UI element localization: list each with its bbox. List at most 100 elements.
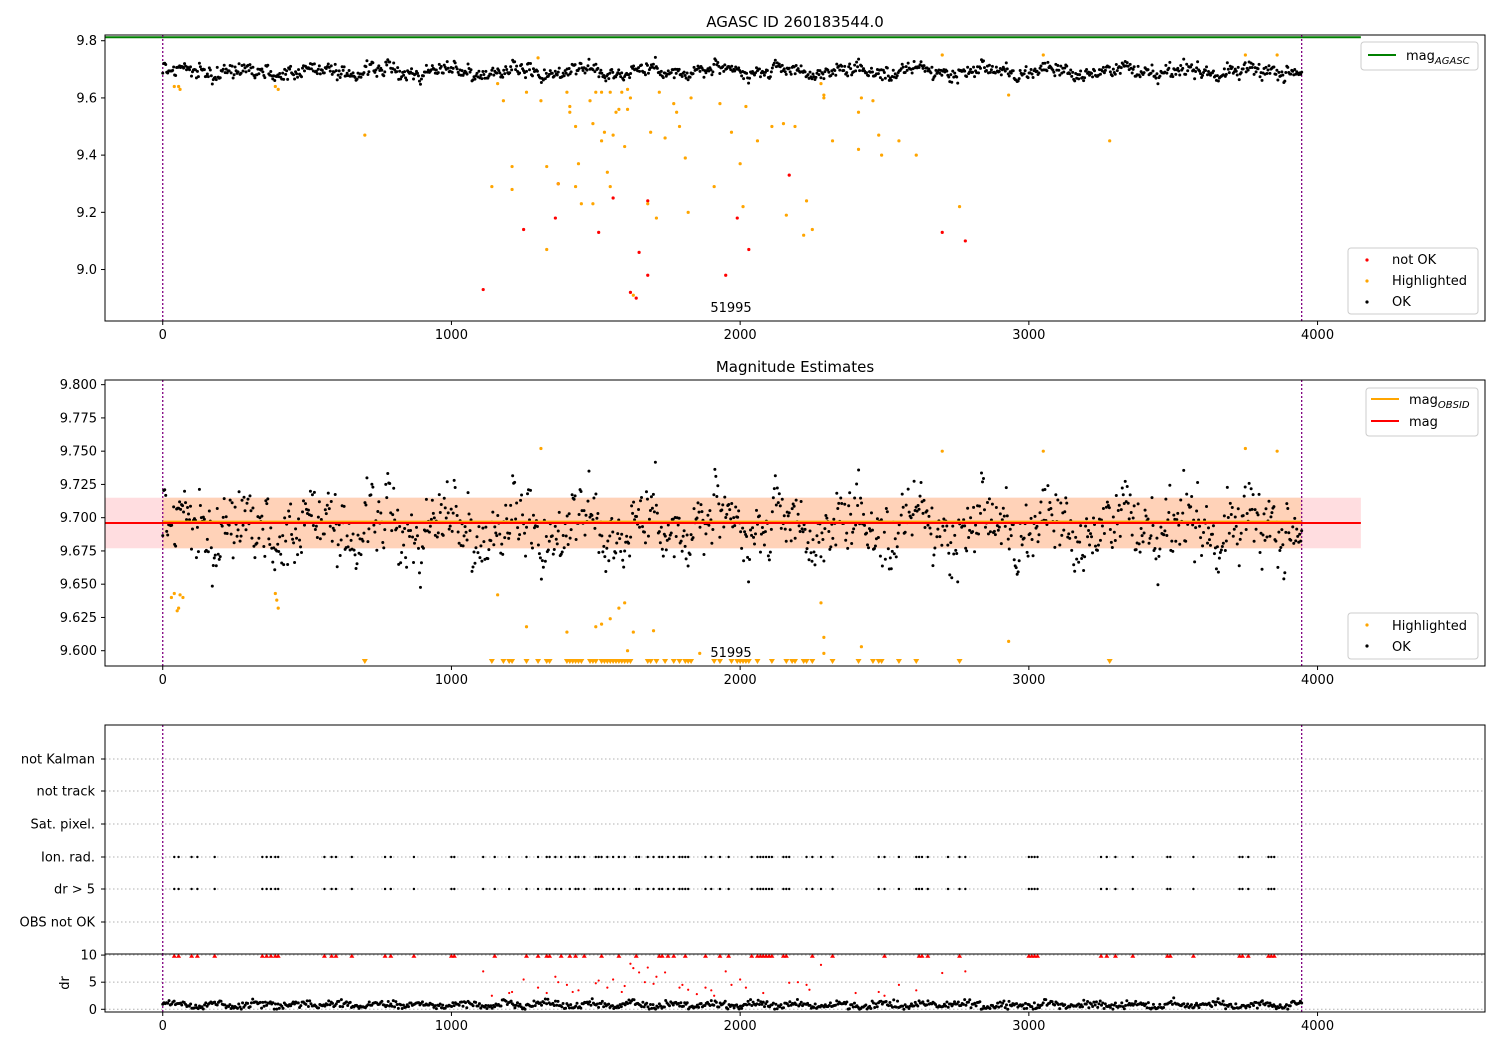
ok-point bbox=[922, 64, 926, 68]
ok-point bbox=[1009, 534, 1013, 538]
ok-point bbox=[1022, 536, 1026, 540]
dr-point bbox=[238, 1005, 242, 1009]
ok-point bbox=[308, 489, 312, 493]
ok-point bbox=[424, 63, 428, 67]
flag-marker bbox=[1030, 855, 1033, 859]
ok-point bbox=[455, 514, 459, 518]
ok-point bbox=[404, 556, 408, 560]
ok-point bbox=[1065, 501, 1069, 505]
ok-point bbox=[724, 516, 728, 520]
dr-point bbox=[394, 1000, 398, 1004]
flag-marker bbox=[660, 887, 664, 891]
ok-point bbox=[469, 68, 473, 72]
ok-point bbox=[605, 546, 609, 550]
ok-point bbox=[757, 514, 761, 518]
ok-point bbox=[249, 509, 253, 513]
ok-point bbox=[1062, 528, 1066, 532]
ok-point bbox=[1100, 69, 1104, 73]
ok-point bbox=[1217, 556, 1221, 560]
dr-point bbox=[513, 1006, 517, 1010]
ok-point bbox=[677, 516, 681, 520]
dr-point bbox=[999, 1004, 1003, 1008]
ok-point bbox=[495, 71, 499, 75]
dr-point bbox=[277, 1006, 281, 1010]
dr-clipped-marker bbox=[769, 953, 775, 958]
ok-point bbox=[1235, 73, 1239, 77]
ok-point bbox=[217, 557, 221, 561]
not-ok-point bbox=[735, 216, 739, 220]
dr-point bbox=[1091, 1005, 1095, 1009]
ok-point bbox=[553, 524, 557, 528]
dr-point bbox=[946, 1005, 950, 1009]
ok-point bbox=[1026, 554, 1030, 558]
ok-point bbox=[904, 503, 908, 507]
ok-point bbox=[210, 82, 214, 86]
ok-point bbox=[695, 516, 699, 520]
dr-outlier-point bbox=[704, 986, 707, 989]
ok-point bbox=[777, 62, 781, 66]
ok-point bbox=[772, 61, 776, 65]
ok-point bbox=[517, 537, 521, 541]
ok-point bbox=[354, 567, 358, 571]
ok-point bbox=[791, 502, 795, 506]
ok-point bbox=[1052, 70, 1056, 74]
dr-point bbox=[1277, 1006, 1281, 1010]
flag-marker bbox=[1270, 887, 1273, 891]
ok-point bbox=[714, 474, 718, 478]
ok-point bbox=[398, 69, 402, 73]
ok-point bbox=[824, 513, 828, 517]
ok-point bbox=[1237, 564, 1241, 568]
flag-marker bbox=[574, 855, 577, 859]
ok-point bbox=[198, 504, 202, 508]
dr-point bbox=[589, 1003, 593, 1007]
ok-point bbox=[521, 513, 525, 517]
dr-point bbox=[851, 1005, 855, 1009]
ok-point bbox=[770, 66, 774, 70]
ok-point bbox=[1268, 71, 1272, 75]
flag-marker bbox=[617, 855, 621, 859]
ok-point bbox=[900, 62, 904, 66]
y-tick-label: 9.2 bbox=[76, 206, 97, 221]
ok-point bbox=[1227, 71, 1231, 75]
ok-point bbox=[315, 536, 319, 540]
ok-point bbox=[1053, 74, 1057, 78]
dr-point bbox=[646, 1005, 650, 1009]
ok-point bbox=[767, 558, 771, 562]
ok-point bbox=[907, 510, 911, 514]
ok-point bbox=[427, 530, 431, 534]
ok-point bbox=[983, 525, 987, 529]
ok-point bbox=[1241, 67, 1245, 71]
flag-marker bbox=[710, 855, 713, 859]
ok-point bbox=[1202, 530, 1206, 534]
ok-point bbox=[971, 530, 975, 534]
ok-point bbox=[790, 507, 794, 511]
dr-point bbox=[750, 1004, 754, 1008]
flag-marker bbox=[213, 855, 216, 859]
flag-marker bbox=[727, 855, 730, 859]
highlighted-point bbox=[625, 107, 630, 111]
ok-point bbox=[1020, 543, 1024, 547]
dr-clipped-marker bbox=[275, 953, 281, 958]
ok-point bbox=[196, 75, 200, 79]
ok-point bbox=[845, 531, 849, 535]
flag-marker bbox=[412, 855, 416, 859]
ok-point bbox=[699, 503, 703, 507]
ok-point bbox=[867, 546, 871, 550]
ok-point bbox=[1129, 510, 1133, 514]
ok-point bbox=[1228, 501, 1232, 505]
ok-point bbox=[827, 529, 831, 533]
ok-point bbox=[593, 70, 597, 74]
highlighted-point bbox=[718, 102, 722, 106]
ok-point bbox=[415, 534, 419, 538]
dr-point bbox=[1207, 1001, 1211, 1005]
ok-point bbox=[973, 75, 977, 79]
ok-point bbox=[1206, 70, 1210, 74]
highlighted-point bbox=[856, 147, 861, 151]
dr-point bbox=[921, 1000, 925, 1004]
ok-point bbox=[949, 541, 953, 545]
flag-marker bbox=[811, 855, 814, 859]
ok-point bbox=[164, 493, 168, 497]
dr-point bbox=[200, 1005, 204, 1009]
highlighted-point bbox=[957, 205, 962, 209]
ok-point bbox=[784, 539, 788, 543]
